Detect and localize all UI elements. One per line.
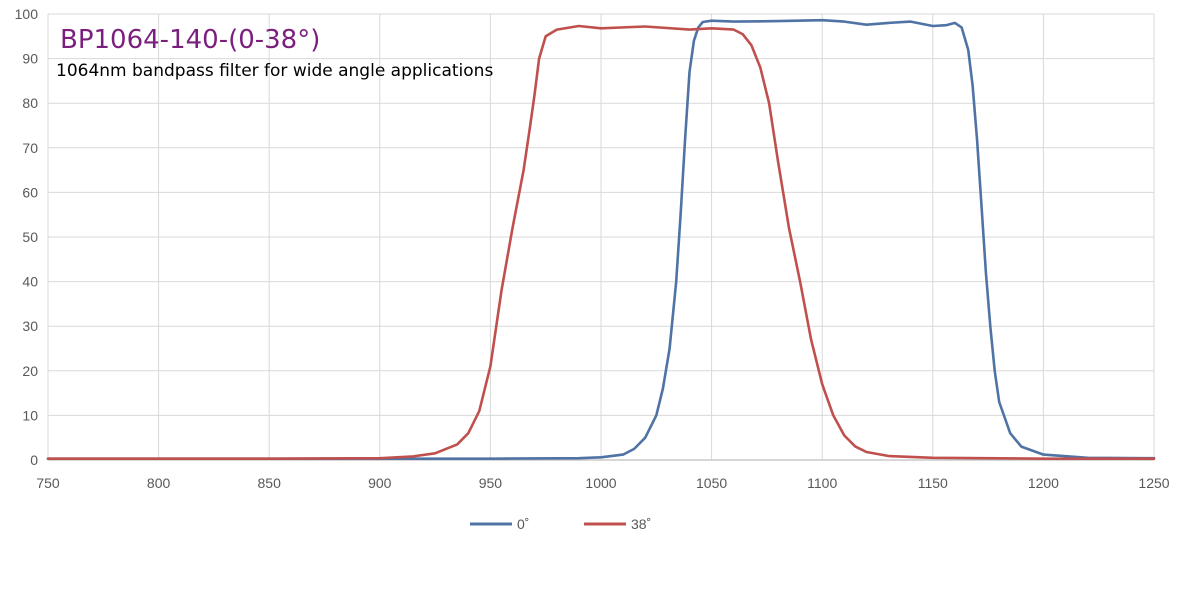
y-tick-label: 50 [22, 229, 38, 245]
x-tick-label: 1150 [918, 475, 948, 491]
y-tick-labels: 0 10 20 30 40 50 60 70 80 90 100 [15, 6, 39, 468]
x-tick-label: 750 [36, 475, 60, 491]
gridlines [47, 13, 1155, 461]
x-tick-label: 1100 [807, 475, 837, 491]
y-tick-label: 40 [22, 274, 38, 290]
y-tick-label: 70 [22, 140, 38, 156]
x-tick-label: 1200 [1028, 475, 1059, 491]
y-tick-label: 20 [22, 363, 38, 379]
x-tick-labels: 750 800 850 900 950 1000 1050 1100 1150 1200 1250 [36, 475, 1169, 491]
x-tick-label: 1250 [1138, 475, 1169, 491]
y-tick-label: 0 [30, 452, 38, 468]
series-lines [46, 18, 1156, 461]
x-tick-label: 1000 [585, 475, 616, 491]
y-tick-label: 30 [22, 318, 38, 334]
x-tick-label: 950 [479, 475, 503, 491]
y-tick-label: 80 [22, 95, 38, 111]
x-tick-label: 1050 [696, 475, 727, 491]
y-tick-label: 60 [22, 184, 38, 200]
y-tick-label: 100 [15, 6, 39, 22]
chart-subtitle: 1064nm bandpass filter for wide angle ap… [56, 61, 493, 81]
chart-title: BP1064-140-(0-38°) [60, 25, 320, 55]
legend-label-0: 0˚ [517, 516, 529, 532]
y-tick-label: 10 [22, 407, 38, 423]
x-tick-label: 850 [258, 475, 282, 491]
series-line-1 [46, 24, 1156, 461]
series-line-0 [46, 18, 1156, 461]
legend: 0˚ 38˚ [470, 516, 651, 532]
x-tick-label: 900 [368, 475, 392, 491]
x-tick-label: 800 [147, 475, 171, 491]
legend-label-1: 38˚ [631, 516, 651, 532]
y-tick-label: 90 [22, 51, 38, 67]
